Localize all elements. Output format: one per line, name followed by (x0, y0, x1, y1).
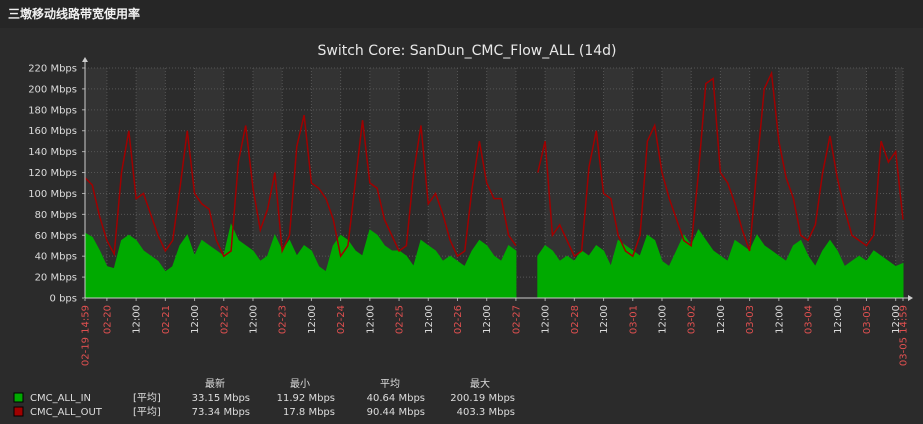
stats-value: 17.8 Mbps (283, 407, 335, 418)
x-tick-label: 12:00 (891, 305, 902, 334)
x-tick-label: 12:00 (307, 305, 318, 334)
y-tick-label: 180 Mbps (28, 105, 77, 116)
y-tick-label: 120 Mbps (28, 168, 77, 179)
y-tick-label: 160 Mbps (28, 126, 77, 137)
x-tick-label: 12:00 (424, 305, 435, 334)
x-tick-label: 03-04 (804, 305, 815, 334)
stats-header: 最小 (290, 378, 310, 390)
x-tick-label: 12:00 (599, 305, 610, 334)
x-tick-label: 12:00 (190, 305, 201, 334)
y-tick-label: 140 Mbps (28, 147, 77, 158)
x-tick-label: 12:00 (132, 305, 143, 334)
line (84, 70, 904, 259)
legend-label: CMC_ALL_IN (30, 393, 91, 404)
legend-swatch (13, 392, 24, 403)
x-tick-label: 02-24 (336, 305, 347, 334)
x-tick-label: 02-25 (395, 305, 406, 334)
x-tick-label: 02-27 (511, 305, 522, 334)
x-tick-label: 02-19 14:59 (81, 305, 92, 366)
x-tick-label: 12:00 (248, 305, 259, 334)
y-tick-label: 20 Mbps (35, 273, 77, 284)
stats-func: [平均] (133, 392, 161, 404)
y-tick-label: 60 Mbps (35, 231, 77, 242)
x-tick-label: 12:00 (657, 305, 668, 334)
legend-label: CMC_ALL_OUT (30, 407, 103, 418)
header-bar (0, 0, 923, 28)
y-tick-label: 220 Mbps (28, 64, 77, 75)
axis-arrow (82, 57, 88, 62)
y-tick-label: 100 Mbps (28, 189, 77, 200)
stats-func: [平均] (133, 406, 161, 418)
stats-value: 11.92 Mbps (277, 393, 335, 404)
stats-value: 200.19 Mbps (450, 393, 515, 404)
x-tick-label: 02-26 (453, 305, 464, 334)
x-tick-label: 02-21 (161, 305, 172, 334)
stats-header: 最大 (470, 377, 490, 390)
stats-value: 33.15 Mbps (192, 393, 250, 404)
y-tick-label: 40 Mbps (35, 252, 77, 263)
stats-value: 90.44 Mbps (367, 407, 425, 418)
x-tick-label: 02-28 (570, 305, 581, 334)
x-tick-label: 02-22 (219, 305, 230, 334)
area (84, 223, 904, 299)
chart-title: Switch Core: SanDun_CMC_Flow_ALL (14d) (317, 43, 616, 59)
y-tick-label: 80 Mbps (35, 210, 77, 221)
x-tick-label: 03-05 (862, 305, 873, 334)
legend-swatch (13, 406, 24, 417)
y-tick-label: 200 Mbps (28, 84, 77, 95)
x-tick-label: 02-23 (278, 305, 289, 334)
stats-value: 403.3 Mbps (457, 407, 515, 418)
axis-arrow (908, 295, 913, 301)
x-tick-label: 03-05 14:59 (899, 305, 910, 366)
y-tick-label: 0 bps (50, 294, 77, 305)
x-tick-label: 12:00 (716, 305, 727, 334)
x-tick-label: 12:00 (541, 305, 552, 334)
x-tick-label: 02-20 (102, 305, 113, 334)
stats-value: 40.64 Mbps (367, 393, 425, 404)
x-tick-label: 03-02 (687, 305, 698, 334)
x-tick-label: 12:00 (482, 305, 493, 334)
page-title: 三墩移动线路带宽使用率 (8, 6, 140, 21)
x-tick-label: 12:00 (833, 305, 844, 334)
x-tick-label: 12:00 (365, 305, 376, 334)
stats-header: 平均 (380, 378, 400, 390)
x-tick-label: 03-03 (745, 305, 756, 334)
stats-header: 最新 (205, 377, 225, 390)
x-tick-label: 03-01 (628, 305, 639, 334)
x-tick-label: 12:00 (774, 305, 785, 334)
stats-value: 73.34 Mbps (192, 407, 250, 418)
